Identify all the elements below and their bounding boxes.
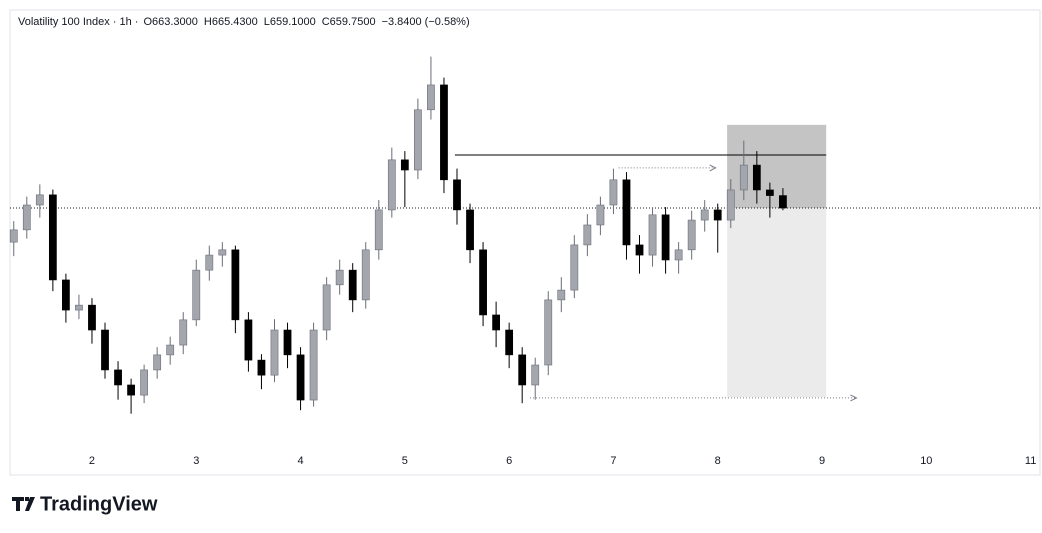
- candle-body: [622, 179, 631, 246]
- logo: TradingView: [12, 493, 158, 515]
- candle-body: [505, 329, 514, 356]
- candle-body: [309, 329, 318, 401]
- candle-body: [453, 179, 461, 211]
- x-tick-label: 10: [920, 455, 932, 467]
- candle-body: [596, 204, 605, 226]
- candle-body: [244, 319, 253, 361]
- candle-body: [414, 109, 422, 171]
- candle-body: [557, 289, 566, 301]
- plot: [9, 56, 1040, 414]
- candle-body: [661, 214, 670, 261]
- high-text: H665.4300: [204, 16, 258, 28]
- candle-body: [779, 195, 787, 209]
- candle-body: [48, 194, 57, 281]
- candle-body: [648, 214, 657, 256]
- candle-body: [166, 344, 175, 356]
- candle-body: [492, 314, 500, 331]
- x-tick-label: 3: [193, 455, 199, 467]
- position-loss: [727, 207, 827, 398]
- candle-body: [518, 354, 527, 386]
- brand: TradingView: [40, 493, 158, 515]
- candle-body: [114, 369, 122, 386]
- x-tick-label: 2: [89, 455, 95, 467]
- candle-body: [387, 159, 396, 211]
- x-tick-label: 8: [715, 455, 721, 467]
- candle-body: [609, 179, 618, 206]
- candle-body: [466, 209, 474, 251]
- candle-body: [635, 244, 644, 256]
- header: Volatility 100 Index · 1h · O663.3000 H665…: [18, 16, 470, 28]
- candle-body: [570, 244, 579, 291]
- chart-title: Volatility 100 Index · 1h ·: [18, 16, 138, 28]
- low-text: L659.1000: [264, 16, 316, 28]
- candle-body: [765, 189, 774, 196]
- candle-body: [270, 329, 279, 376]
- candle-body: [205, 254, 214, 271]
- candle-body: [687, 219, 696, 251]
- candle-body: [231, 249, 240, 321]
- x-tick-label: 4: [297, 455, 303, 467]
- candle-body: [322, 284, 331, 331]
- x-tick-label: 11: [1025, 455, 1036, 467]
- x-tick-label: 5: [402, 455, 408, 467]
- open-text: O663.3000: [143, 16, 197, 28]
- candle-body: [713, 209, 722, 221]
- candle-body: [674, 249, 683, 261]
- candle-body: [752, 164, 761, 191]
- candle-body: [101, 329, 109, 371]
- candle-body: [583, 224, 592, 246]
- candle-body: [62, 279, 70, 311]
- x-tick-label: 9: [819, 455, 825, 467]
- candle-body: [400, 159, 409, 171]
- candle-body: [479, 249, 487, 316]
- x-tick-label: 7: [610, 455, 616, 467]
- candle-body: [427, 84, 435, 111]
- close-text: C659.7500: [322, 16, 376, 28]
- candle-body: [348, 269, 357, 301]
- candle-body: [192, 269, 201, 321]
- candle-body: [361, 249, 370, 301]
- x-tick-label: 6: [506, 455, 512, 467]
- logo-icon: [12, 497, 35, 511]
- candle-body: [440, 84, 448, 181]
- candle-body: [700, 209, 709, 221]
- candle-body: [75, 304, 83, 311]
- candle-body: [140, 369, 149, 396]
- candle-body: [127, 384, 135, 396]
- candle-body: [544, 299, 553, 366]
- candle-body: [218, 249, 227, 256]
- candle-body: [153, 354, 162, 371]
- candle-body: [374, 209, 383, 251]
- candle-body: [296, 354, 305, 401]
- candle-body: [35, 194, 44, 206]
- candle-body: [179, 319, 188, 346]
- candle-body: [726, 189, 735, 221]
- candle-body: [257, 359, 266, 376]
- candle-body: [22, 204, 31, 231]
- candle-body: [88, 304, 96, 331]
- plot-frame: [9, 9, 1041, 476]
- candle-body: [9, 229, 18, 243]
- candle-body: [531, 364, 540, 386]
- candle-body: [739, 164, 748, 191]
- candle-body: [335, 269, 344, 286]
- candle-body: [283, 329, 292, 356]
- change-text: −3.8400 (−0.58%): [382, 16, 470, 28]
